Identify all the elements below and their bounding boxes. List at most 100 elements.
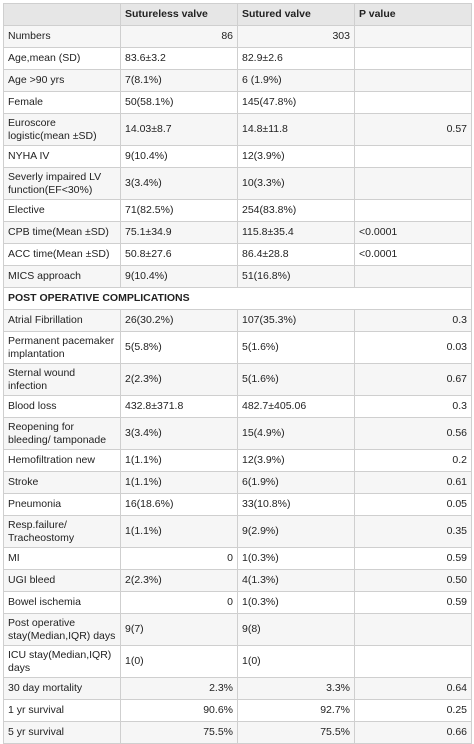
table-cell: 1(0.3%)	[237, 547, 355, 570]
table-cell: 75.5%	[237, 721, 355, 744]
table-cell: Bowel ischemia	[3, 591, 121, 614]
table-cell: 50(58.1%)	[120, 91, 238, 114]
table-cell: 9(8)	[237, 613, 355, 646]
table-header: Sutureless valve Sutured valve P value	[3, 3, 472, 26]
table-cell: 5 yr survival	[3, 721, 121, 744]
table-cell: Post operative stay(Median,IQR) days	[3, 613, 121, 646]
table-cell: 0.61	[354, 471, 472, 494]
table-row: Reopening for bleeding/ tamponade 3(3.4%)…	[3, 417, 472, 450]
table-cell: CPB time(Mean ±SD)	[3, 221, 121, 244]
table-cell: 0.59	[354, 547, 472, 570]
table-cell: 1 yr survival	[3, 699, 121, 722]
table-cell: Age,mean (SD)	[3, 47, 121, 70]
table-cell: 3(3.4%)	[120, 417, 238, 450]
table-row: 5 yr survival 75.5% 75.5% 0.66	[3, 721, 472, 744]
table-cell: 0	[120, 547, 238, 570]
table-cell: MI	[3, 547, 121, 570]
table-cell: 2(2.3%)	[120, 363, 238, 396]
table-cell: Elective	[3, 199, 121, 222]
table-cell: Pneumonia	[3, 493, 121, 516]
table-row: Euroscore logistic(mean ±SD) 14.03±8.7 14.…	[3, 113, 472, 146]
table-row: UGI bleed 2(2.3%) 4(1.3%) 0.50	[3, 569, 472, 592]
table-cell: 71(82.5%)	[120, 199, 238, 222]
header-cell: P value	[354, 3, 472, 26]
table-row: CPB time(Mean ±SD) 75.1±34.9 115.8±35.4 <0.…	[3, 221, 472, 244]
table-row: Resp.failure/ Tracheostomy 1(1.1%) 9(2.9%)…	[3, 515, 472, 548]
table-cell: 254(83.8%)	[237, 199, 355, 222]
table-cell: 0.66	[354, 721, 472, 744]
table-cell: 9(2.9%)	[237, 515, 355, 548]
header-cell: Sutured valve	[237, 3, 355, 26]
table-row: POST OPERATIVE COMPLICATIONS	[3, 287, 472, 310]
table-cell: 107(35.3%)	[237, 309, 355, 332]
table-cell: 3.3%	[237, 677, 355, 700]
table-cell: 0.05	[354, 493, 472, 516]
table-cell: 26(30.2%)	[120, 309, 238, 332]
table-cell: Age >90 yrs	[3, 69, 121, 92]
table-cell: 1(1.1%)	[120, 449, 238, 472]
table-cell: Sternal wound infection	[3, 363, 121, 396]
table-cell: 0.3	[354, 309, 472, 332]
section-cell: POST OPERATIVE COMPLICATIONS	[3, 287, 472, 310]
table-row: Sternal wound infection 2(2.3%) 5(1.6%) 0.6…	[3, 363, 472, 396]
table-cell: 12(3.9%)	[237, 145, 355, 168]
table-cell: 0.3	[354, 395, 472, 418]
table-cell: Stroke	[3, 471, 121, 494]
table-cell: 0.25	[354, 699, 472, 722]
table-cell: 9(10.4%)	[120, 145, 238, 168]
table-cell: 75.1±34.9	[120, 221, 238, 244]
table-cell: 50.8±27.6	[120, 243, 238, 266]
table-row: 1 yr survival 90.6% 92.7% 0.25	[3, 699, 472, 722]
table-cell: Hemofiltration new	[3, 449, 121, 472]
table-row: ICU stay(Median,IQR) days 1(0) 1(0)	[3, 645, 472, 678]
table-cell: 75.5%	[120, 721, 238, 744]
table-cell: <0.0001	[354, 243, 472, 266]
table-cell: 92.7%	[237, 699, 355, 722]
table-cell	[354, 25, 472, 48]
table-cell: Resp.failure/ Tracheostomy	[3, 515, 121, 548]
table-cell: 482.7±405.06	[237, 395, 355, 418]
table-cell: 14.03±8.7	[120, 113, 238, 146]
table-row: Blood loss 432.8±371.8 482.7±405.06 0.3	[3, 395, 472, 418]
table-cell: 9(10.4%)	[120, 265, 238, 288]
table-cell: 0.2	[354, 449, 472, 472]
table-row: Stroke 1(1.1%) 6(1.9%) 0.61	[3, 471, 472, 494]
table-cell: Permanent pacemaker implantation	[3, 331, 121, 364]
table-cell: 6(1.9%)	[237, 471, 355, 494]
table-cell: <0.0001	[354, 221, 472, 244]
table-cell: 1(0)	[237, 645, 355, 678]
table-cell: 5(5.8%)	[120, 331, 238, 364]
table-row: ACC time(Mean ±SD) 50.8±27.6 86.4±28.8 <0.0…	[3, 243, 472, 266]
table-cell: Female	[3, 91, 121, 114]
table-cell: 30 day mortality	[3, 677, 121, 700]
table-cell: 0	[120, 591, 238, 614]
table-cell: 0.64	[354, 677, 472, 700]
table-cell: 83.6±3.2	[120, 47, 238, 70]
table-cell: 4(1.3%)	[237, 569, 355, 592]
table-cell: 16(18.6%)	[120, 493, 238, 516]
table-cell: ACC time(Mean ±SD)	[3, 243, 121, 266]
table-cell: 115.8±35.4	[237, 221, 355, 244]
table-cell: 12(3.9%)	[237, 449, 355, 472]
table-row: MICS approach 9(10.4%) 51(16.8%)	[3, 265, 472, 288]
table-row: Numbers 86 303	[3, 25, 472, 48]
header-row: Sutureless valve Sutured valve P value	[3, 3, 472, 26]
table-cell: 90.6%	[120, 699, 238, 722]
table-cell: NYHA IV	[3, 145, 121, 168]
table-cell	[354, 265, 472, 288]
table-cell: 51(16.8%)	[237, 265, 355, 288]
header-cell: Sutureless valve	[120, 3, 238, 26]
table-cell	[354, 613, 472, 646]
page: Sutureless valve Sutured valve P value Num…	[3, 3, 472, 744]
table-cell: 432.8±371.8	[120, 395, 238, 418]
table-row: Age,mean (SD) 83.6±3.2 82.9±2.6	[3, 47, 472, 70]
table-row: Pneumonia 16(18.6%) 33(10.8%) 0.05	[3, 493, 472, 516]
table-cell: 0.59	[354, 591, 472, 614]
table-cell: 7(8.1%)	[120, 69, 238, 92]
table-cell	[354, 47, 472, 70]
table-cell: Euroscore logistic(mean ±SD)	[3, 113, 121, 146]
table-cell: 2(2.3%)	[120, 569, 238, 592]
table-row: Age >90 yrs 7(8.1%) 6 (1.9%)	[3, 69, 472, 92]
table-cell: Numbers	[3, 25, 121, 48]
table-row: Bowel ischemia 0 1(0.3%) 0.59	[3, 591, 472, 614]
